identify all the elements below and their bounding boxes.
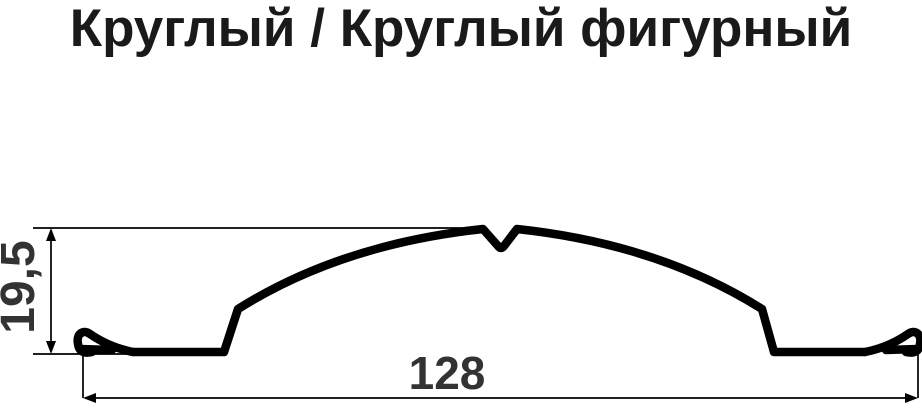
svg-text:19,5: 19,5 (0, 240, 45, 333)
